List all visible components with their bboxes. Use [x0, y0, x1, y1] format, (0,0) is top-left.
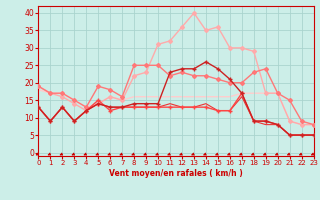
X-axis label: Vent moyen/en rafales ( km/h ): Vent moyen/en rafales ( km/h ) — [109, 169, 243, 178]
